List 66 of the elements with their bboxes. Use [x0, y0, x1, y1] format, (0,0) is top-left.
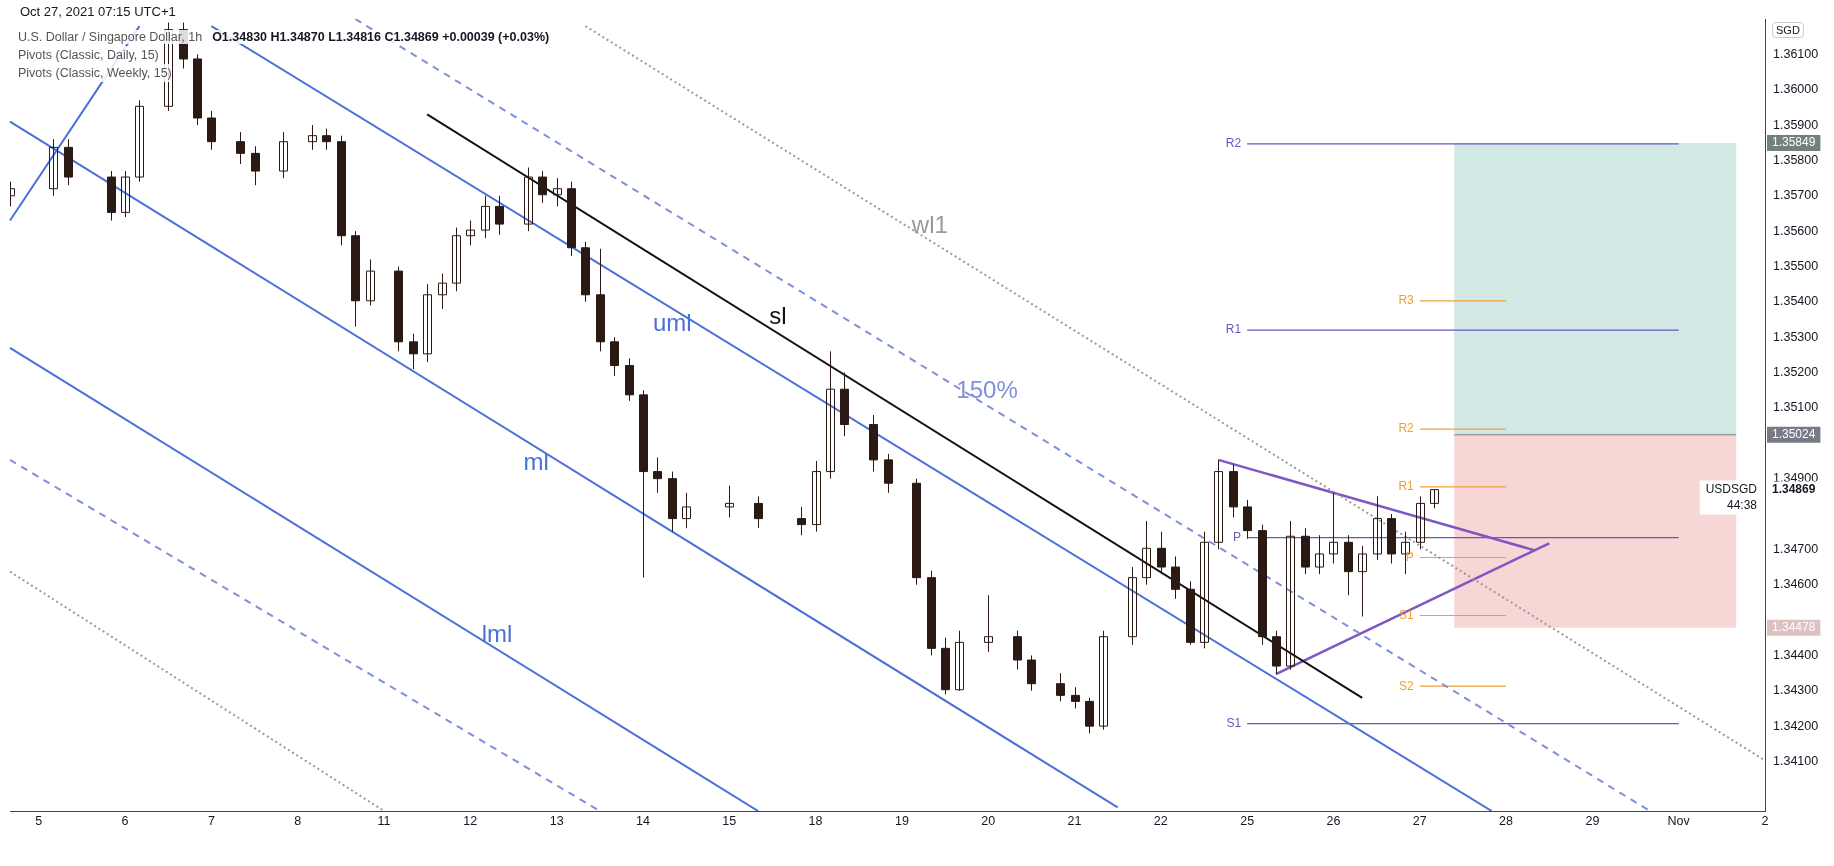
y-tick-label: 1.35600 [1773, 223, 1819, 238]
x-tick-label: 2 [1761, 813, 1769, 828]
series-label: P [1405, 549, 1414, 564]
series-label: R1 [1398, 479, 1415, 494]
x-tick-label: 26 [1326, 813, 1341, 828]
series-label: wl1 [910, 211, 948, 239]
x-tick-label: 22 [1153, 813, 1168, 828]
y-tick-label: 1.35700 [1773, 188, 1819, 203]
x-tick-label: 5 [35, 813, 43, 828]
series-label: ml [523, 447, 549, 475]
series-label: R3 [1398, 293, 1415, 308]
series-label: S1 [1399, 607, 1415, 622]
series-label: P [1233, 530, 1242, 544]
x-tick-label: 29 [1585, 813, 1600, 828]
y-tick-label: 1.35800 [1773, 152, 1819, 167]
text: U.S. Dollar / Singapore Dollar, 1h [18, 30, 203, 44]
y-tick-label: 1.34400 [1773, 647, 1819, 662]
annotation: Oct 27, 2021 07:15 UTC+1 [20, 4, 176, 19]
series-label: R2 [1398, 421, 1415, 436]
x-tick-label: 28 [1499, 813, 1514, 828]
y-tick-label: 1.35100 [1773, 400, 1819, 415]
y-tick-label: 1.35900 [1773, 117, 1819, 132]
y-tick-label: 1.34300 [1773, 683, 1819, 698]
series-label: R1 [1225, 322, 1242, 337]
y-tick-label: 1.35500 [1773, 258, 1819, 273]
x-tick-label: 19 [894, 813, 909, 828]
x-tick-label: 15 [722, 813, 737, 828]
series-label: sl [769, 301, 787, 329]
series-label: lml [481, 619, 513, 647]
series-label: uml [652, 309, 692, 337]
ref-line-label: 1.35024 [1772, 427, 1816, 442]
x-tick-label: 13 [549, 813, 564, 828]
x-tick-label: 20 [981, 813, 996, 828]
y-tick-label: 1.35200 [1773, 365, 1819, 380]
band-label: 1.35849 [1772, 135, 1816, 150]
y-tick-label: 1.34600 [1773, 577, 1819, 592]
annotation: Pivots (Classic, Weekly, 15) [18, 64, 172, 82]
x-tick-label: 7 [207, 813, 215, 828]
x-tick-label: 25 [1240, 813, 1255, 828]
band-label: 1.34478 [1772, 620, 1816, 635]
annotation: USDSGD [1705, 481, 1758, 496]
x-tick-label: Nov [1667, 813, 1691, 828]
text: O1.34830 H1.34870 L1.34816 C1.34869 +0.00039 (+0.03%) [212, 30, 550, 44]
annotation: 44:38 [1726, 497, 1758, 512]
x-tick-label: 27 [1412, 813, 1427, 828]
text: SGD [1772, 22, 1804, 38]
series-label: 150% [956, 376, 1018, 404]
y-tick-label: 1.35400 [1773, 294, 1819, 309]
annotation: Pivots (Classic, Daily, 15) [18, 46, 159, 64]
y-tick-label: 1.35300 [1773, 329, 1819, 344]
x-tick-label: 18 [808, 813, 823, 828]
x-tick-label: 6 [121, 813, 129, 828]
y-tick-label: 1.36100 [1773, 46, 1819, 61]
x-tick-label: 21 [1067, 813, 1082, 828]
y-tick-label: 1.36000 [1773, 82, 1819, 97]
series-label: S2 [1399, 678, 1415, 693]
x-tick-label: 14 [636, 813, 650, 828]
y-tick-label: 1.34700 [1773, 541, 1819, 556]
x-tick-label: 8 [294, 813, 302, 828]
x-tick-label: 11 [377, 813, 391, 828]
x-tick-label: 12 [463, 813, 478, 828]
text: 1.34869 [1772, 481, 1816, 496]
series-label: R2 [1225, 136, 1242, 151]
y-tick-label: 1.34100 [1773, 753, 1819, 768]
y-tick-label: 1.34200 [1773, 718, 1819, 733]
series-label: S1 [1226, 715, 1242, 730]
